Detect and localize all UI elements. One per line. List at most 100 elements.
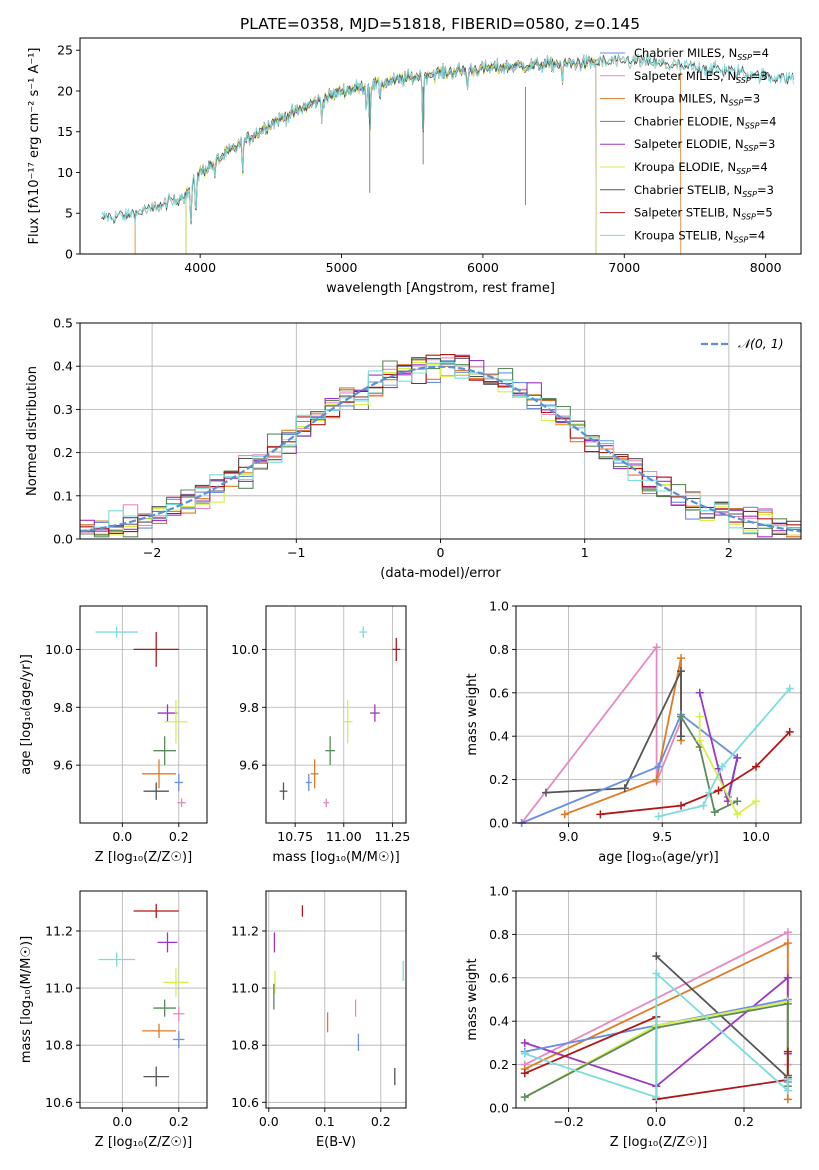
y-tick-label: 0.3	[53, 402, 73, 417]
x-axis-label: Z [log₁₀(Z/Z☉)]	[95, 850, 192, 865]
weight-lines	[520, 928, 792, 1104]
x-tick-label: 0	[437, 545, 445, 560]
y-tick-label: 25	[57, 43, 73, 58]
y-tick-label: 5	[65, 206, 73, 221]
weight-marker-kroupa_stelib	[718, 762, 727, 771]
weight-marker-salpeter_stelib	[677, 801, 685, 810]
y-tick-label: 15	[57, 124, 73, 139]
weight-line-kroupa_stelib	[524, 971, 789, 1099]
weight-marker-kroupa_miles	[677, 654, 685, 663]
x-tick-label: 5000	[326, 260, 358, 275]
x-axis-label: Z [log₁₀(Z/Z☉)]	[610, 1135, 707, 1150]
x-tick-label: −1	[287, 545, 305, 560]
weight-marker-kroupa_miles	[783, 1095, 792, 1104]
y-tick-label: 0	[65, 247, 73, 262]
x-axis-label: wavelength [Angstrom, rest frame]	[326, 281, 555, 296]
y-tick-label: 9.8	[239, 700, 259, 715]
x-axis-label: (data-model)/error	[380, 566, 501, 581]
y-tick-label: 11.0	[231, 981, 259, 996]
panel-age_vs_Z: 0.0 0.2 9.6 9.8 10.0 Z [log₁₀(Z/Z☉)] age [log₁…	[19, 605, 208, 865]
x-axis-label: Z [log₁₀(Z/Z☉)]	[95, 1135, 192, 1150]
x-tick-label: 1	[581, 545, 589, 560]
x-tick-label: 9.0	[559, 829, 579, 844]
y-tick-label: 10.8	[231, 1038, 259, 1053]
y-tick-label: 0.4	[53, 359, 73, 374]
x-tick-label: 0.0	[112, 829, 132, 844]
weight-marker-kroupa_miles	[560, 810, 569, 819]
weight-marker-salpeter_stelib	[596, 810, 605, 819]
x-tick-label: −0.2	[553, 1114, 583, 1129]
legend-label-salpeter_miles: Salpeter MILES, NSSP=3	[634, 69, 768, 85]
spectrum-line-kroupa_elodie	[185, 56, 597, 255]
weight-marker-salpeter_elodie	[783, 973, 792, 982]
weight-marker-chabrier_elodie	[520, 1093, 529, 1102]
weight-marker-salpeter_stelib	[520, 1069, 529, 1078]
weight-marker-kroupa_stelib	[654, 812, 663, 821]
x-tick-label: 11.00	[326, 829, 362, 844]
y-tick-label: 10.8	[45, 1038, 73, 1053]
x-tick-label: 2	[725, 545, 733, 560]
legend-label-chabrier_elodie: Chabrier ELODIE, NSSP=4	[634, 114, 776, 130]
axes-frame	[265, 605, 407, 824]
y-axis-label: Flux [fλ10⁻¹⁷ erg cm⁻² s⁻¹ A⁻¹]	[27, 48, 42, 245]
weight-marker-kroupa_stelib	[705, 788, 714, 797]
legend-label-chabrier_stelib: Chabrier STELIB, NSSP=3	[634, 183, 774, 199]
x-tick-label: 9.5	[652, 829, 672, 844]
weight-marker-chabrier_elodie	[733, 797, 742, 806]
panel-residuals: −2 −1 0 1 2 0.0 0.1 0.2 0.3 0.4 0.5 (data-model)/er…	[25, 316, 802, 581]
weight-line-chabrier_stelib	[545, 670, 682, 794]
weight-marker-kroupa_elodie	[733, 810, 742, 819]
weight-marker-chabrier_elodie	[710, 808, 719, 817]
spectrum-line-chabrier_stelib	[100, 53, 794, 225]
weight-line-chabrier_elodie	[680, 716, 738, 814]
x-tick-label: 7000	[608, 260, 640, 275]
legend-label-salpeter_elodie: Salpeter ELODIE, NSSP=3	[634, 137, 775, 153]
x-tick-label: 0.2	[371, 1114, 391, 1129]
y-tick-label: 0.0	[489, 816, 509, 831]
weight-marker-kroupa_miles	[783, 939, 792, 948]
axes-frame	[515, 890, 802, 1109]
x-tick-label: 0.1	[315, 1114, 335, 1129]
y-tick-label: 0.1	[53, 488, 73, 503]
weight-marker-salpeter_miles	[783, 928, 792, 937]
y-tick-label: 11.2	[231, 923, 259, 938]
y-tick-label: 0.2	[489, 1057, 509, 1072]
weight-marker-kroupa_stelib	[783, 1075, 792, 1084]
weight-marker-chabrier_stelib	[542, 788, 550, 797]
x-tick-label: 10.0	[742, 829, 770, 844]
weight-marker-kroupa_elodie	[752, 797, 760, 806]
errorbar-points	[279, 626, 401, 808]
x-axis-label: age [log₁₀(age/yr)]	[598, 850, 719, 865]
weight-marker-salpeter_elodie	[695, 688, 704, 697]
x-tick-label: −2	[143, 545, 161, 560]
y-tick-label: 1.0	[489, 884, 509, 899]
x-tick-label: 4000	[184, 260, 216, 275]
weight-marker-salpeter_stelib	[785, 727, 794, 736]
y-tick-label: 9.6	[53, 758, 73, 773]
y-tick-label: 10.6	[231, 1095, 259, 1110]
legend-label-kroupa_miles: Kroupa MILES, NSSP=3	[634, 92, 760, 108]
panel-mass_vs_Z: 0.0 0.2 10.6 10.8 11.0 11.2 Z [log₁₀(Z/Z☉)] mas…	[19, 890, 208, 1150]
normal-curve	[79, 365, 802, 533]
x-tick-label: 6000	[467, 260, 499, 275]
weight-marker-chabrier_stelib	[652, 952, 661, 961]
x-tick-label: 0.2	[734, 1114, 754, 1129]
y-tick-label: 0.4	[489, 729, 509, 744]
x-tick-label: 0.2	[169, 1114, 189, 1129]
weight-marker-salpeter_elodie	[733, 753, 742, 762]
weight-marker-salpeter_elodie	[520, 1038, 529, 1047]
weight-marker-kroupa_stelib	[652, 969, 661, 978]
weight-marker-chabrier_miles	[654, 762, 663, 771]
axes-frame	[265, 890, 407, 1109]
y-tick-label: 10.6	[45, 1095, 73, 1110]
y-tick-label: 9.6	[239, 758, 259, 773]
y-tick-label: 10.0	[45, 642, 73, 657]
errorbar-points	[95, 626, 188, 808]
y-tick-label: 20	[57, 83, 73, 98]
legend-label-normal: 𝒩(0, 1)	[738, 336, 784, 351]
weight-line-salpeter_miles	[520, 644, 682, 824]
panel-age_vs_mass: 10.75 11.00 11.25 9.6 9.8 10.0 mass [log₁₀(M/M…	[231, 605, 410, 865]
weight-marker-kroupa_stelib	[520, 1049, 529, 1058]
legend-label-kroupa_elodie: Kroupa ELODIE, NSSP=4	[634, 160, 768, 176]
x-tick-label: 0.0	[259, 1114, 279, 1129]
